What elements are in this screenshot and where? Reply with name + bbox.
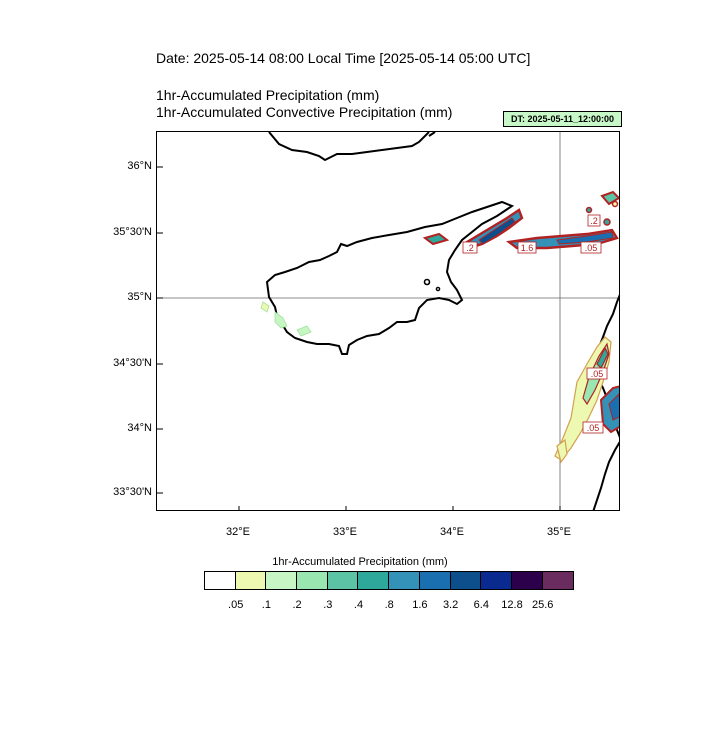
legend-swatch [235, 572, 267, 589]
legend-level-label: 6.4 [473, 599, 489, 611]
precip-core-east [556, 231, 614, 245]
legend-level-label: .2 [292, 599, 302, 611]
precip-cell-ne [600, 190, 619, 206]
precip-patch-west [260, 301, 270, 313]
legend-swatch [327, 572, 359, 589]
date-title: Date: 2025-05-14 08:00 Local Time [2025-… [156, 50, 531, 66]
lat-label: 35°N [127, 291, 152, 303]
field-title-precip: 1hr-Accumulated Precipitation (mm) [156, 87, 380, 103]
map-panel: .2 1.6 .05 .2 .05 .05 [156, 131, 620, 511]
legend-swatch [542, 572, 574, 589]
lon-label: 35°E [547, 526, 571, 538]
lon-label: 33°E [333, 526, 357, 538]
coastline-cyprus [265, 200, 515, 355]
lat-label: 36°N [127, 160, 152, 172]
svg-text:.2: .2 [466, 243, 474, 253]
lat-label: 35°30'N [113, 226, 152, 238]
precip-patch-south [556, 438, 568, 464]
contour-label: .05 [582, 421, 604, 434]
legend-level-label: 1.6 [412, 599, 428, 611]
svg-text:.05: .05 [591, 369, 604, 379]
legend-level-label: .8 [384, 599, 394, 611]
legend-level-label: 25.6 [531, 599, 554, 611]
legend-swatch [450, 572, 482, 589]
islet [435, 286, 441, 292]
coastline-turkey [268, 132, 430, 162]
coastline-turkey-point [428, 132, 436, 137]
precip-cell [585, 206, 593, 214]
legend-level-label: .3 [323, 599, 333, 611]
precip-patch-west [296, 325, 312, 337]
legend-swatch [419, 572, 451, 589]
lat-label: 33°30'N [113, 486, 152, 498]
lat-label: 34°30'N [113, 357, 152, 369]
legend-swatch [297, 572, 328, 589]
precip-patch-west [274, 311, 288, 329]
precip-cell [603, 218, 611, 226]
legend-swatch [389, 572, 420, 589]
precip-cell [611, 200, 619, 208]
contour-label: .2 [462, 241, 478, 254]
svg-text:1.6: 1.6 [521, 243, 534, 253]
legend-title: 1hr-Accumulated Precipitation (mm) [272, 556, 448, 568]
legend-swatch [511, 572, 543, 589]
lon-label: 34°E [440, 526, 464, 538]
legend-swatch [205, 572, 236, 589]
contour-label: .2 [587, 214, 601, 227]
precip-core-lebanon [596, 346, 609, 370]
islet [423, 278, 431, 286]
legend-level-label: 12.8 [501, 599, 523, 611]
precip-cell [422, 232, 450, 246]
contour-label: 1.6 [517, 241, 537, 254]
precip-core-karpas [478, 217, 516, 245]
lat-label: 34°N [127, 422, 152, 434]
legend-swatch [481, 572, 512, 589]
legend-level-label: .4 [353, 599, 364, 611]
svg-text:.2: .2 [590, 216, 598, 226]
legend-level-label: .05 [228, 599, 244, 611]
legend-swatch [358, 572, 390, 589]
contour-label: .05 [586, 367, 608, 380]
lon-label: 32°E [226, 526, 250, 538]
svg-text:.05: .05 [585, 243, 598, 253]
precip-band-lebanon-south-core [608, 393, 619, 421]
map-canvas: .2 1.6 .05 .2 .05 .05 [157, 132, 619, 510]
field-title-convective: 1hr-Accumulated Convective Precipitation… [156, 104, 453, 120]
legend-swatch [266, 572, 298, 589]
svg-text:.05: .05 [587, 423, 600, 433]
legend-level-label: 3.2 [442, 599, 459, 611]
contour-label: .05 [580, 241, 602, 254]
axis-ticks [157, 166, 561, 510]
color-legend-bar [204, 571, 575, 590]
legend-level-label: .1 [261, 599, 271, 611]
init-time-badge: DT: 2025-05-11_12:00:00 [503, 111, 622, 127]
